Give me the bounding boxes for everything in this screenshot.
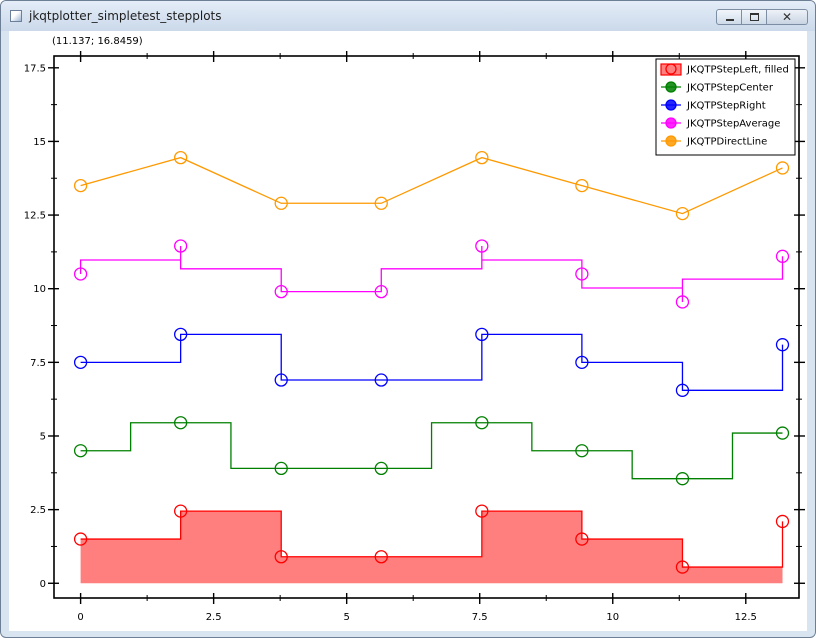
- data-point: [374, 550, 388, 564]
- plot-frame: [53, 55, 800, 599]
- y-tick-label: 10: [33, 284, 46, 295]
- data-point: [274, 461, 288, 476]
- x-tick-label: 0: [77, 612, 83, 623]
- data-point: [73, 178, 88, 193]
- data-point: [73, 444, 88, 458]
- data-point: [73, 355, 88, 369]
- legend-marker: [665, 81, 677, 93]
- coordinate-readout: (11.137; 16.8459): [52, 36, 143, 47]
- minimize-button[interactable]: [716, 9, 742, 25]
- x-tick-label: 12.5: [735, 612, 757, 623]
- y-tick-label: 17.5: [24, 63, 46, 74]
- legend-marker: [665, 135, 677, 147]
- legend-label: JKQTPStepLeft, filled: [686, 65, 789, 76]
- legend-label: JKQTPDirectLine: [686, 137, 767, 148]
- legend-label: JKQTPStepRight: [686, 101, 766, 112]
- close-icon: ✕: [781, 10, 793, 24]
- legend-swatch: [660, 63, 682, 76]
- series-0: [73, 504, 790, 584]
- plot-widget[interactable]: (11.137; 16.8459) 0 2.5 5 7.5 10 12.5 0 2.5 5 7.5…: [9, 31, 807, 631]
- x-tick-label: 10: [606, 612, 619, 623]
- data-point: [475, 504, 489, 518]
- data-point: [374, 196, 388, 210]
- x-tick-label: 7.5: [472, 612, 488, 623]
- legend-label: JKQTPStepAverage: [686, 119, 780, 130]
- x-tick-label: 2.5: [206, 612, 222, 623]
- series-line-1: [80, 422, 783, 480]
- data-point: [173, 327, 188, 342]
- legend-entry: JKQTPStepLeft, filled: [660, 63, 789, 76]
- y-tick-label: 7.5: [30, 358, 46, 369]
- y-tick-label: 15: [33, 137, 46, 148]
- data-point: [675, 383, 690, 397]
- x-tick-label: 5: [343, 612, 349, 623]
- data-point: [675, 206, 690, 221]
- series-line-3: [79, 245, 784, 302]
- data-point: [374, 461, 388, 476]
- data-point: [775, 514, 790, 529]
- legend-marker: [665, 63, 677, 75]
- legend-entry: JKQTPStepAverage: [661, 117, 780, 130]
- legend-label: JKQTPStepCenter: [686, 83, 774, 94]
- title-bar[interactable]: jkqtplotter_simpletest_stepplots ✕: [1, 1, 815, 31]
- series-fill-0: [80, 511, 783, 584]
- y-tick-label: 2.5: [30, 505, 46, 516]
- series-1: [73, 416, 790, 486]
- data-point: [775, 249, 790, 263]
- minimize-icon: [726, 19, 734, 21]
- series-3: [73, 239, 790, 309]
- y-tick-label: 5: [40, 431, 46, 442]
- legend-entry: JKQTPStepRight: [661, 99, 766, 112]
- data-point: [173, 504, 188, 518]
- legend-entry: JKQTPDirectLine: [661, 135, 767, 148]
- window-controls: ✕: [716, 9, 808, 25]
- data-point: [274, 550, 288, 564]
- data-point: [73, 532, 88, 546]
- maximize-icon: [750, 13, 759, 21]
- axis-layer: 0 2.5 5 7.5 10 12.5 0 2.5 5 7.5 10 12.5 15 17.5: [24, 51, 805, 623]
- data-point: [374, 373, 388, 387]
- data-point: [374, 285, 388, 299]
- legend-marker: [665, 99, 677, 111]
- series-line-2: [80, 333, 784, 391]
- data-point: [274, 285, 288, 299]
- step-chart[interactable]: (11.137; 16.8459) 0 2.5 5 7.5 10 12.5 0 2.5 5 7.5…: [9, 31, 807, 631]
- data-point: [575, 444, 589, 458]
- data-point: [775, 161, 790, 175]
- data-point: [675, 295, 690, 309]
- data-point: [173, 416, 188, 430]
- series-line-4: [80, 156, 783, 215]
- data-point: [173, 150, 188, 165]
- legend-entry: JKQTPStepCenter: [661, 81, 774, 94]
- maximize-button[interactable]: [741, 9, 767, 25]
- series-line-0: [80, 510, 784, 568]
- data-point: [475, 416, 489, 430]
- series-4: [73, 150, 790, 221]
- data-point: [73, 267, 88, 281]
- y-tick-label: 0: [40, 579, 46, 590]
- data-point: [475, 239, 489, 253]
- data-point: [575, 532, 589, 546]
- data-point: [575, 178, 589, 193]
- data-point: [775, 426, 790, 440]
- data-point: [274, 373, 288, 387]
- close-button[interactable]: ✕: [766, 9, 808, 25]
- data-point: [475, 150, 489, 165]
- data-point: [575, 267, 589, 281]
- legend[interactable]: JKQTPStepLeft, filled JKQTPStepCenter JKQT…: [655, 58, 796, 156]
- series-layer: [73, 150, 790, 584]
- data-point: [274, 196, 288, 210]
- data-point: [173, 239, 188, 253]
- data-point: [475, 327, 489, 342]
- series-2: [73, 327, 790, 397]
- data-point: [675, 560, 690, 574]
- data-point: [775, 338, 790, 352]
- app-window-icon[interactable]: [10, 10, 22, 22]
- y-tick-label: 12.5: [24, 211, 46, 222]
- data-point: [675, 472, 690, 486]
- legend-marker: [665, 117, 677, 129]
- window-title: jkqtplotter_simpletest_stepplots: [29, 9, 222, 23]
- data-point: [575, 355, 589, 369]
